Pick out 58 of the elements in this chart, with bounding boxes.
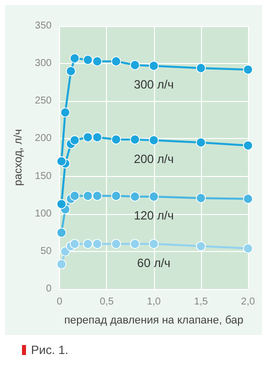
text: Рис. 1. — [31, 343, 68, 357]
x-tick-label: 0 — [56, 296, 63, 308]
point — [92, 56, 102, 66]
point — [111, 239, 122, 249]
y-tick-label: 50 — [40, 246, 52, 257]
x-tick-label: 1,5 — [194, 296, 208, 308]
point — [70, 190, 80, 201]
point — [82, 239, 93, 249]
point — [56, 228, 66, 238]
point — [82, 190, 93, 201]
point — [148, 239, 159, 249]
point — [196, 138, 206, 148]
point — [243, 194, 253, 204]
point — [111, 134, 122, 144]
point — [70, 135, 80, 146]
point — [111, 56, 122, 66]
series-label: 200 л/ч — [134, 152, 174, 166]
point — [82, 54, 93, 65]
y-tick-label: 300 — [34, 58, 52, 70]
series-label: 60 л/ч — [137, 256, 170, 270]
point — [92, 132, 102, 142]
point — [196, 241, 206, 252]
point — [243, 140, 253, 150]
point — [111, 190, 122, 201]
point — [243, 244, 253, 254]
y-tick-label: 250 — [34, 96, 52, 107]
point — [92, 190, 102, 201]
y-tick-label: 0 — [46, 284, 52, 294]
point — [56, 199, 66, 209]
point — [243, 64, 253, 74]
point — [92, 239, 102, 249]
point — [196, 193, 206, 203]
x-tick-label: 2,0 — [241, 296, 256, 308]
point — [196, 63, 206, 73]
point — [70, 239, 80, 249]
x-tick-label: 1,0 — [146, 296, 162, 308]
point — [82, 132, 93, 142]
y-tick-label: 100 — [34, 208, 52, 220]
x-tick-label: 0,5 — [100, 296, 114, 308]
series-label: 120 л/ч — [134, 208, 174, 222]
point — [148, 135, 159, 146]
point — [130, 192, 140, 202]
y-tick-label: 200 — [34, 133, 52, 144]
y-axis-title: расход, л/ч — [12, 129, 24, 186]
point — [130, 239, 140, 249]
point — [70, 53, 80, 64]
series-label: 300 л/ч — [134, 78, 174, 92]
point — [148, 192, 159, 202]
point — [130, 134, 140, 144]
point — [66, 66, 76, 76]
point — [60, 108, 70, 118]
y-tick-label: 350 — [34, 20, 52, 32]
point — [56, 259, 66, 270]
point — [148, 60, 159, 71]
point — [130, 60, 140, 70]
x-axis-title: перепад давления на клапане, бар — [64, 314, 244, 326]
y-tick-label: 150 — [34, 170, 52, 182]
point — [56, 156, 66, 166]
